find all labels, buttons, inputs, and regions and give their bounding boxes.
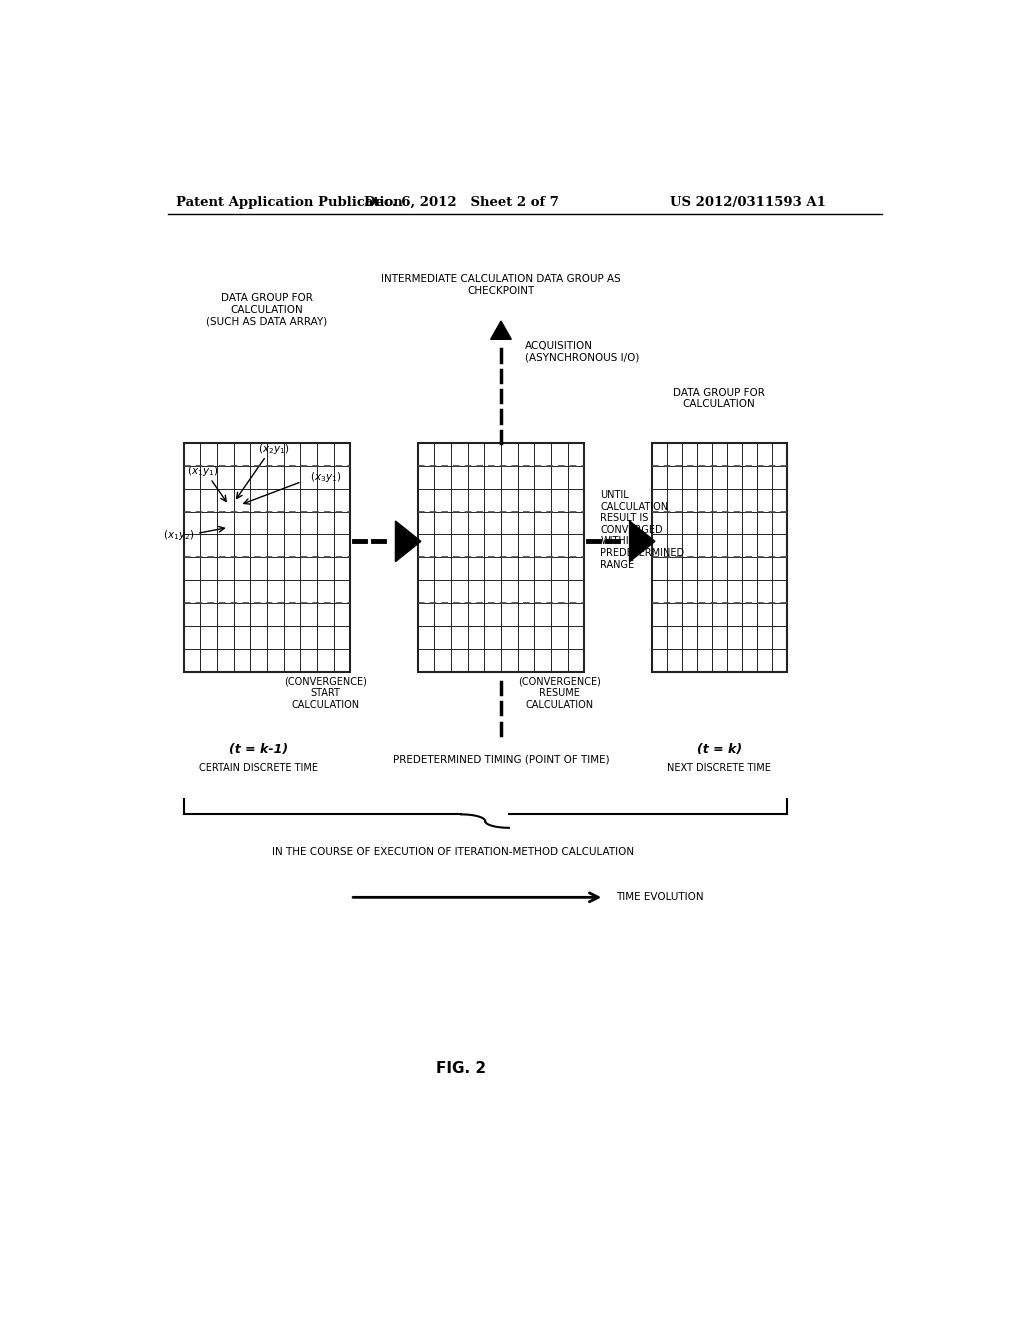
Bar bbox=[418, 444, 585, 672]
Text: PREDETERMINED TIMING (POINT OF TIME): PREDETERMINED TIMING (POINT OF TIME) bbox=[392, 754, 609, 764]
Text: INTERMEDIATE CALCULATION DATA GROUP AS
CHECKPOINT: INTERMEDIATE CALCULATION DATA GROUP AS C… bbox=[381, 275, 621, 296]
Text: FIG. 2: FIG. 2 bbox=[436, 1060, 486, 1076]
Polygon shape bbox=[490, 321, 511, 339]
Text: $(x_1y_1)$: $(x_1y_1)$ bbox=[186, 465, 218, 478]
Bar bbox=[652, 444, 786, 672]
Text: TIME EVOLUTION: TIME EVOLUTION bbox=[616, 892, 703, 903]
Text: (t = k-1): (t = k-1) bbox=[229, 743, 289, 756]
Text: Patent Application Publication: Patent Application Publication bbox=[176, 195, 402, 209]
Text: IN THE COURSE OF EXECUTION OF ITERATION-METHOD CALCULATION: IN THE COURSE OF EXECUTION OF ITERATION-… bbox=[272, 846, 635, 857]
Text: (CONVERGENCE)
RESUME
CALCULATION: (CONVERGENCE) RESUME CALCULATION bbox=[518, 677, 601, 710]
Text: ACQUISITION
(ASYNCHRONOUS I/O): ACQUISITION (ASYNCHRONOUS I/O) bbox=[524, 341, 639, 362]
Text: DATA GROUP FOR
CALCULATION
(SUCH AS DATA ARRAY): DATA GROUP FOR CALCULATION (SUCH AS DATA… bbox=[206, 293, 328, 326]
Bar bbox=[183, 444, 350, 672]
Text: US 2012/0311593 A1: US 2012/0311593 A1 bbox=[671, 195, 826, 209]
Text: NEXT DISCRETE TIME: NEXT DISCRETE TIME bbox=[668, 763, 771, 774]
Polygon shape bbox=[395, 521, 421, 561]
Text: $(x_3y_1)$: $(x_3y_1)$ bbox=[310, 470, 341, 483]
Text: CERTAIN DISCRETE TIME: CERTAIN DISCRETE TIME bbox=[200, 763, 318, 774]
Text: (CONVERGENCE)
START
CALCULATION: (CONVERGENCE) START CALCULATION bbox=[284, 677, 367, 710]
Text: $(x_1y_2)$: $(x_1y_2)$ bbox=[163, 528, 195, 543]
Text: $(x_2y_1)$: $(x_2y_1)$ bbox=[258, 442, 290, 457]
Polygon shape bbox=[630, 521, 655, 561]
Text: (t = k): (t = k) bbox=[696, 743, 741, 756]
Text: Dec. 6, 2012   Sheet 2 of 7: Dec. 6, 2012 Sheet 2 of 7 bbox=[364, 195, 559, 209]
Text: UNTIL
CALCULATION
RESULT IS
CONVERGED
WITHIN
PREDETERMINED
RANGE: UNTIL CALCULATION RESULT IS CONVERGED WI… bbox=[600, 490, 684, 570]
Text: DATA GROUP FOR
CALCULATION: DATA GROUP FOR CALCULATION bbox=[674, 388, 765, 409]
